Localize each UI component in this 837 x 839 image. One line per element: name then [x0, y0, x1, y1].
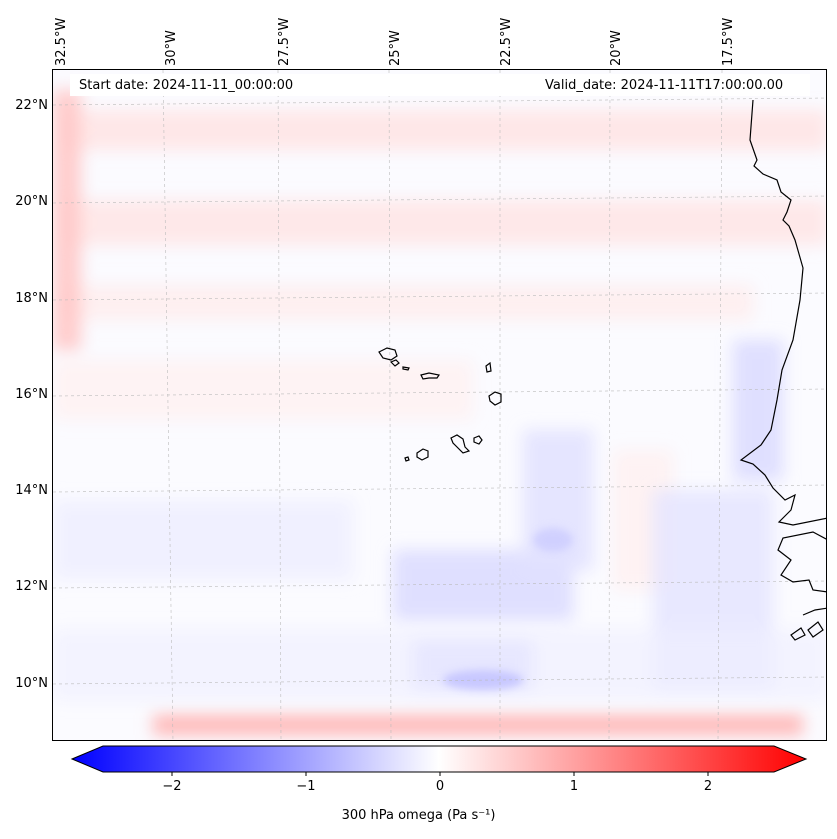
colorbar — [70, 745, 808, 776]
lat-label-18n: 18°N — [15, 291, 48, 306]
colorbar-tick-0: 0 — [435, 779, 445, 794]
colorbar-tick-1: 1 — [569, 779, 579, 794]
omega-field-svg — [53, 70, 826, 740]
lon-label-25w: 25°W — [388, 30, 403, 66]
lon-label-17-5w: 17.5°W — [721, 17, 736, 66]
map-header-strip — [70, 74, 810, 96]
start-date-label: Start date: 2024-11-11_00:00:00 — [79, 78, 294, 93]
lon-label-22-5w: 22.5°W — [499, 17, 514, 66]
colorbar-tick-minus-2: −2 — [162, 779, 182, 794]
lat-label-10n: 10°N — [15, 676, 48, 691]
colorbar-ticks — [171, 772, 709, 776]
lat-label-22n: 22°N — [15, 98, 48, 113]
colorbar-bar — [70, 745, 808, 773]
colorbar-label: 300 hPa omega (Pa s⁻¹) — [341, 808, 496, 823]
lon-label-32-5w: 32.5°W — [54, 17, 69, 66]
lat-label-12n: 12°N — [15, 579, 48, 594]
positive-omega-bands — [53, 90, 826, 735]
lat-label-14n: 14°N — [15, 483, 48, 498]
lat-label-16n: 16°N — [15, 387, 48, 402]
lat-label-20n: 20°N — [15, 194, 48, 209]
negative-omega-bands — [53, 340, 826, 700]
lon-label-20w: 20°W — [609, 30, 624, 66]
valid-date-label: Valid_date: 2024-11-11T17:00:00.00 — [545, 78, 784, 93]
omega-map — [52, 69, 827, 741]
west-africa-coastline — [739, 99, 826, 641]
cape-verde-islands — [378, 347, 502, 462]
colorbar-tick-minus-1: −1 — [296, 779, 316, 794]
colorbar-tick-2: 2 — [703, 779, 713, 794]
graticule — [53, 70, 826, 740]
lon-label-30w: 30°W — [164, 30, 179, 66]
lon-label-27-5w: 27.5°W — [277, 17, 292, 66]
